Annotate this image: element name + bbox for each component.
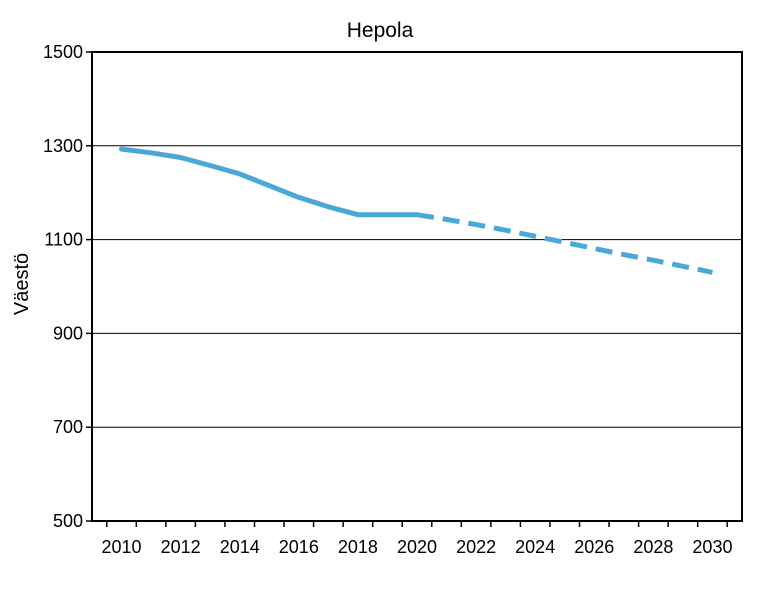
y-tick-label-1500: 1500: [43, 42, 83, 62]
plot-frame: [91, 51, 743, 522]
grid-layer: [92, 145, 742, 428]
axis-layer: 500 700 900 1100 1300 1500 2010 2012 2014 2016 201…: [43, 42, 733, 557]
x-tick-label-2030: 2030: [692, 537, 732, 557]
y-tick-label-1100: 1100: [44, 230, 83, 250]
x-tick-label-2016: 2016: [279, 537, 319, 557]
chart-title: Hepola: [347, 19, 414, 42]
x-tick-label-2010: 2010: [102, 537, 142, 557]
x-tick-label-2026: 2026: [574, 537, 614, 557]
series-line-forecast: [416, 212, 714, 275]
x-tick-label-2028: 2028: [633, 537, 673, 557]
y-tick-label-900: 900: [53, 323, 83, 343]
x-tick-label-2022: 2022: [456, 537, 496, 557]
x-tick-label-2014: 2014: [220, 537, 260, 557]
y-axis-title: Väestö: [11, 253, 33, 315]
y-tick-label-700: 700: [53, 417, 83, 437]
series-line-actual: [119, 146, 420, 218]
y-tick-label-500: 500: [53, 511, 83, 531]
x-tick-label-2012: 2012: [161, 537, 201, 557]
series-layer: [119, 146, 714, 275]
x-tick-label-2020: 2020: [397, 537, 437, 557]
x-tick-label-2018: 2018: [338, 537, 378, 557]
x-tick-label-2024: 2024: [515, 537, 555, 557]
y-tick-label-1300: 1300: [43, 136, 83, 156]
